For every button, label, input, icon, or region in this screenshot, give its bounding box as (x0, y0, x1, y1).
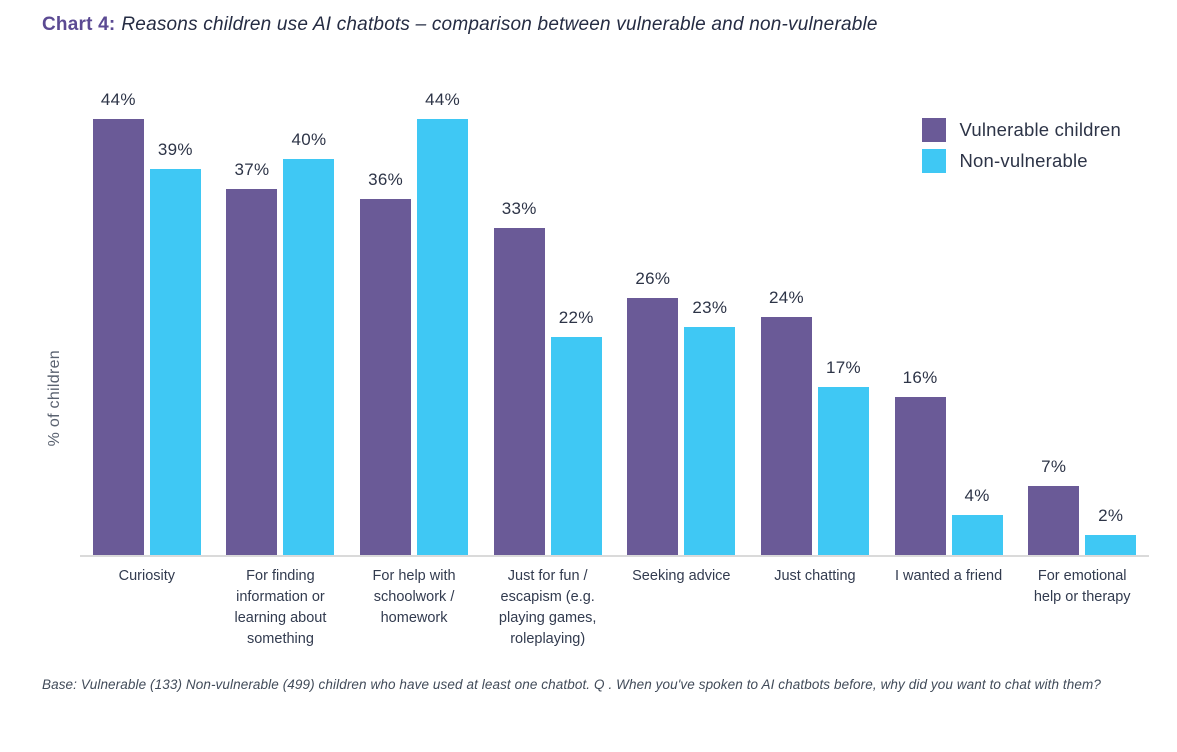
bar-column-vulnerable: 7% (1028, 456, 1080, 555)
bar-column-non-vulnerable: 44% (417, 90, 469, 555)
legend-label: Non-vulnerable (959, 150, 1088, 171)
bar-value-label: 22% (558, 308, 594, 328)
category-label: Just for fun / escapism (e.g. playing ga… (498, 568, 597, 647)
bar-column-vulnerable: 24% (760, 288, 812, 555)
bar-value-label: 40% (291, 130, 327, 149)
bar-non-vulnerable (283, 159, 335, 555)
chart-area: % of children Vulnerable children Non-vul… (42, 80, 1149, 650)
bar-column-non-vulnerable: 22% (550, 308, 602, 555)
x-axis-labels: Curiosity For finding information or lear… (80, 566, 1149, 650)
base-note: Base: Vulnerable (133) Non-vulnerable (4… (42, 677, 1101, 692)
bar-non-vulnerable (417, 119, 469, 555)
bar-column-vulnerable: 37% (226, 159, 278, 555)
bar-column-vulnerable: 26% (627, 268, 679, 555)
chart-title-text: Reasons children use AI chatbots – compa… (121, 14, 878, 35)
bar-non-vulnerable (1085, 535, 1137, 555)
bar-value-label: 44% (100, 90, 136, 110)
plot-column: Vulnerable children Non-vulnerable 44% 39%… (80, 80, 1149, 650)
legend: Vulnerable children Non-vulnerable (921, 118, 1122, 173)
bar-vulnerable (493, 228, 545, 555)
category-label: Curiosity (118, 568, 176, 584)
bar-column-non-vulnerable: 39% (149, 139, 201, 555)
legend-label: Vulnerable children (959, 119, 1121, 140)
category-label: Just chatting (774, 568, 856, 584)
bar-column-non-vulnerable: 4% (951, 486, 1003, 555)
bar-value-label: 44% (425, 90, 461, 110)
bar-non-vulnerable (149, 168, 201, 555)
bar-value-label: 23% (692, 298, 728, 318)
legend-swatch-vulnerable (921, 118, 946, 142)
chart-page: Chart 4: Reasons children use AI chatbots… (42, 14, 1149, 692)
bar-value-label: 16% (902, 367, 938, 387)
bar-value-label: 33% (501, 199, 537, 219)
bar-non-vulnerable (951, 515, 1003, 555)
bar-vulnerable (760, 317, 812, 555)
category-label: For finding information or learning abou… (234, 568, 327, 647)
bar-non-vulnerable (550, 337, 602, 555)
bar-value-label: 39% (157, 139, 193, 159)
legend-swatch-non-vulnerable (921, 149, 946, 173)
bar-column-non-vulnerable: 40% (283, 130, 335, 555)
bar-vulnerable (360, 198, 412, 555)
bar-vulnerable (226, 188, 278, 555)
category-label: Seeking advice (632, 568, 731, 584)
bar-vulnerable (627, 297, 679, 555)
bar-group: 33% 22% (481, 199, 615, 555)
bar-group: 24% 17% (748, 288, 882, 555)
y-axis: % of children (42, 80, 80, 650)
bar-value-label: 7% (1041, 456, 1067, 476)
bar-vulnerable (92, 119, 144, 555)
bar-column-non-vulnerable: 2% (1085, 506, 1137, 555)
chart-title: Chart 4: Reasons children use AI chatbots… (42, 14, 1149, 36)
bar-column-vulnerable: 44% (92, 90, 144, 555)
bar-column-vulnerable: 33% (493, 199, 545, 555)
bar-group: 16% 4% (882, 368, 1016, 555)
chart-title-prefix: Chart 4: (42, 14, 116, 35)
bar-value-label: 26% (635, 268, 671, 288)
bar-vulnerable (894, 396, 946, 555)
legend-item: Vulnerable children (921, 118, 1122, 142)
bar-column-vulnerable: 16% (894, 367, 946, 555)
bar-value-label: 2% (1098, 506, 1124, 526)
category-label: I wanted a friend (894, 568, 1003, 584)
bar-column-non-vulnerable: 23% (684, 298, 736, 555)
bar-vulnerable (1028, 485, 1080, 555)
bar-non-vulnerable (684, 327, 736, 555)
category-label: For emotional help or therapy (1033, 568, 1131, 605)
bar-value-label: 17% (825, 357, 861, 377)
plot-area: Vulnerable children Non-vulnerable 44% 39%… (80, 80, 1149, 557)
bar-group: 26% 23% (615, 269, 749, 555)
bar-value-label: 24% (768, 288, 804, 308)
bar-group: 36% 44% (347, 90, 481, 555)
category-label: For help with schoolwork / homework (372, 568, 456, 626)
bar-group: 37% 40% (214, 130, 348, 555)
bar-value-label: 4% (964, 486, 990, 506)
bar-column-vulnerable: 36% (360, 169, 412, 555)
bar-group: 7% 2% (1015, 457, 1149, 555)
bar-value-label: 37% (234, 159, 270, 179)
bar-value-label: 36% (368, 169, 404, 189)
bar-group: 44% 39% (80, 90, 214, 555)
y-axis-label: % of children (46, 350, 63, 447)
legend-item: Non-vulnerable (921, 149, 1122, 173)
bar-column-non-vulnerable: 17% (817, 357, 869, 555)
bar-non-vulnerable (817, 386, 869, 555)
